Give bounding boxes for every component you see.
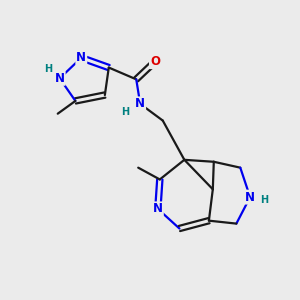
Text: O: O [150,55,160,68]
Text: N: N [135,98,145,110]
Text: N: N [245,190,255,204]
Text: H: H [260,195,268,205]
Text: H: H [44,64,52,74]
Text: H: H [122,107,130,117]
Text: N: N [76,51,86,64]
Text: N: N [55,72,65,85]
Text: N: N [153,202,163,215]
